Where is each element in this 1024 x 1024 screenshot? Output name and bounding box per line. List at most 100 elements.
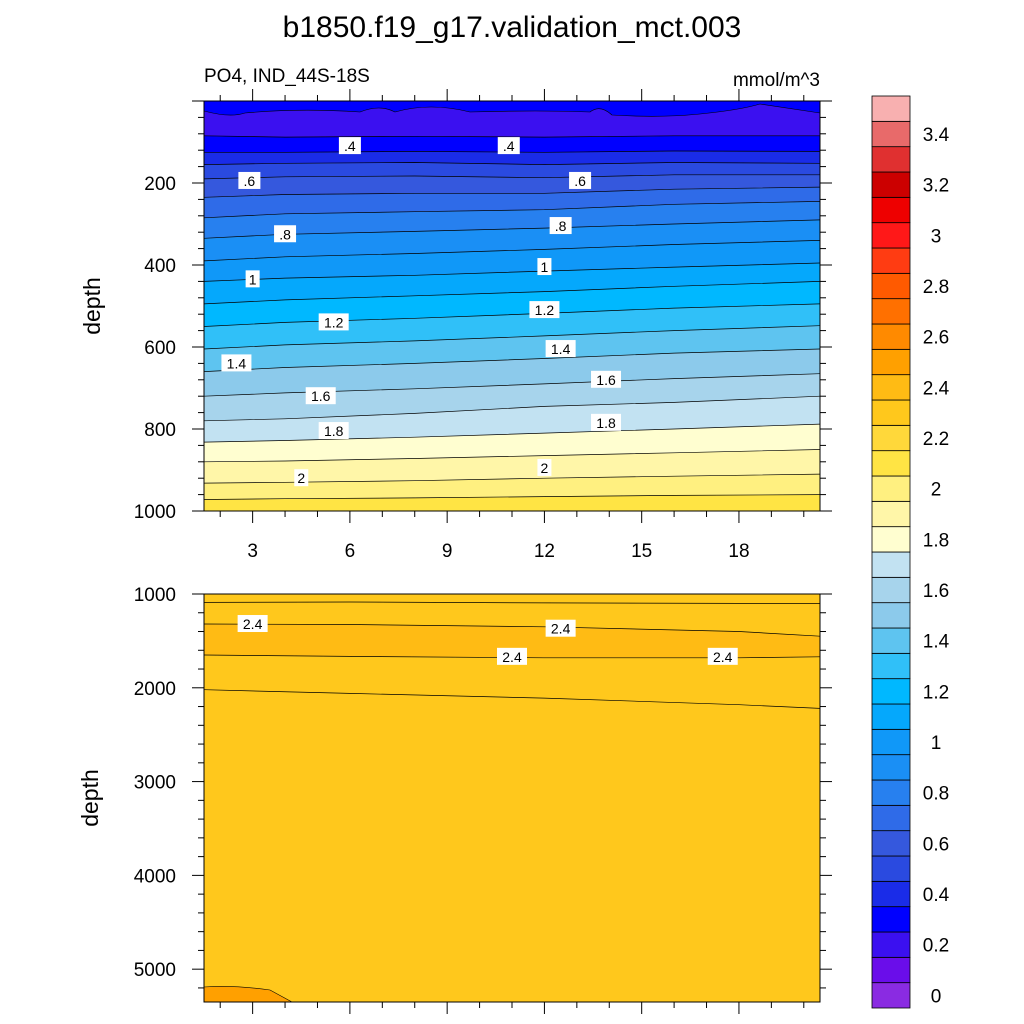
x-tick-label: 12 xyxy=(534,541,555,562)
contour-label-bg xyxy=(274,225,297,243)
contour-label-bg xyxy=(497,137,520,155)
colorbar-swatch xyxy=(871,526,911,553)
upper-fill-band xyxy=(204,424,820,462)
colorbar-swatch xyxy=(871,576,911,604)
upper-fill-band xyxy=(204,396,820,443)
contour-label: 2.4 xyxy=(551,621,571,637)
contour-label-bg xyxy=(305,387,336,405)
contour-line xyxy=(204,348,820,372)
colorbar: 0 0.2 0.4 0.6 0.8 1 1.2 1.4 1.6 1.8 2 2.2 2.4 2.6 2.8 3… xyxy=(871,95,950,1009)
contour-label: .6 xyxy=(574,173,586,189)
contour-label-bg xyxy=(545,340,576,358)
upper-fill-band xyxy=(204,303,820,350)
colorbar-swatch xyxy=(871,171,911,198)
upper-fill-band xyxy=(204,349,820,397)
lower-fill-band xyxy=(204,624,820,658)
contour-label: 2.4 xyxy=(502,649,522,665)
upper-fill-band xyxy=(204,201,820,239)
colorbar-swatch xyxy=(871,906,911,933)
contour-line xyxy=(204,240,820,262)
colorbar-label: 3.2 xyxy=(923,176,949,197)
colorbar-label: 1 xyxy=(931,733,942,754)
y-tick-label: 5000 xyxy=(134,960,176,981)
colorbar-swatch xyxy=(871,424,911,452)
contour-label: 2.4 xyxy=(243,616,263,632)
colorbar-swatch xyxy=(871,247,911,274)
contour-label: .4 xyxy=(503,138,515,154)
contour-line xyxy=(204,373,820,397)
colorbar-label: 2.4 xyxy=(923,378,950,399)
colorbar-swatch xyxy=(871,374,911,401)
upper-fill-band xyxy=(204,240,820,282)
colorbar-swatch xyxy=(871,931,911,958)
contour-label: 1 xyxy=(249,271,257,287)
contour-label: 1.4 xyxy=(227,355,247,371)
upper-fill-band xyxy=(204,325,820,372)
contour-line xyxy=(204,395,820,422)
contour-label: 1.2 xyxy=(535,302,555,318)
colorbar-label: 1.4 xyxy=(923,632,950,653)
contour-line xyxy=(204,654,820,659)
contour-label: .8 xyxy=(555,218,567,234)
contour-label-bg xyxy=(537,458,552,476)
contour-label-bg xyxy=(537,258,552,276)
x-tick-label: 3 xyxy=(247,541,258,562)
y-axis-label: depth xyxy=(79,277,105,335)
y-axis-label: depth xyxy=(77,769,103,827)
upper-fill-band xyxy=(204,174,820,198)
colorbar-swatch xyxy=(871,754,911,781)
contour-label-bg xyxy=(529,301,560,319)
x-tick-label: 9 xyxy=(442,541,453,562)
contour-label-bg xyxy=(545,619,576,637)
y-tick-label: 4000 xyxy=(134,866,176,887)
upper-fill-band xyxy=(204,474,820,500)
colorbar-label: 3 xyxy=(931,226,942,247)
lower-fill-band xyxy=(204,689,820,1002)
upper-fill-band xyxy=(204,262,820,304)
y-tick-label: 1000 xyxy=(134,585,176,606)
chart-title: b1850.f19_g17.validation_mct.003 xyxy=(283,11,742,44)
colorbar-swatch xyxy=(871,728,911,756)
contour-label-bg xyxy=(569,171,592,189)
colorbar-label: 0 xyxy=(931,986,942,1007)
lower-fill-band xyxy=(204,654,820,709)
contour-label: 1 xyxy=(541,259,549,275)
colorbar-swatch xyxy=(871,804,911,832)
contour-label-bg xyxy=(338,137,361,155)
surface-band xyxy=(204,101,820,117)
y-tick-label: 1000 xyxy=(134,502,176,523)
contour-label-bg xyxy=(591,413,622,431)
upper-panel: .4 .4 .6 .6 .8 .8 1 1 1.2 1.2 1.4 1.4 1.6 1.6 1.8 1.8 2 2… xyxy=(79,89,832,562)
contour-label: 1.8 xyxy=(324,423,344,439)
contour-line xyxy=(204,174,820,180)
upper-fill-band xyxy=(204,449,820,484)
colorbar-swatch xyxy=(871,880,911,908)
x-tick-label: 15 xyxy=(631,541,652,562)
colorbar-label: 0.4 xyxy=(923,885,950,906)
contour-label: 2 xyxy=(297,470,305,486)
colorbar-label: 1.6 xyxy=(923,581,949,602)
y-tick-label: 200 xyxy=(144,174,176,195)
contour-line xyxy=(204,135,820,138)
contour-line xyxy=(204,325,820,350)
colorbar-label: 0.6 xyxy=(923,834,949,855)
contour-line xyxy=(204,186,820,198)
lower-fills xyxy=(204,594,820,1002)
contour-label-bg xyxy=(318,422,349,440)
contour-label: .8 xyxy=(279,226,291,242)
colorbar-swatch xyxy=(871,120,911,148)
contour-label: 1.8 xyxy=(596,415,616,431)
contour-line xyxy=(204,601,820,604)
colorbar-swatch xyxy=(871,830,911,857)
contour-label: 2.4 xyxy=(713,649,733,665)
upper-fill-band xyxy=(204,373,820,421)
colorbar-swatch xyxy=(871,855,911,882)
contour-label: 1.6 xyxy=(596,372,616,388)
colorbar-swatch xyxy=(871,298,911,325)
colorbar-swatch xyxy=(871,348,911,376)
colorbar-swatch xyxy=(871,146,911,173)
contour-line xyxy=(204,162,820,165)
contour-line xyxy=(204,494,820,500)
contour-label: 1.6 xyxy=(311,388,331,404)
contour-line xyxy=(204,219,820,239)
